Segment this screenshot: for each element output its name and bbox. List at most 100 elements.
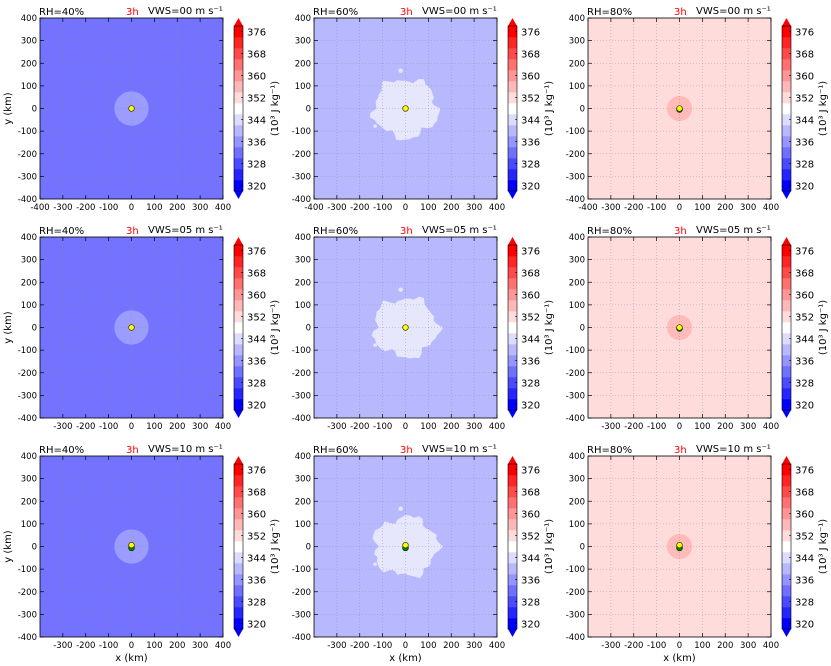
x-tick-label: -300: [327, 203, 346, 213]
x-tick-label: -300: [601, 641, 620, 651]
y-tick-label: -300: [18, 610, 37, 620]
colorbar-tick-label: 376: [247, 247, 266, 258]
colorbar-tick-label: 320: [795, 620, 814, 631]
y-tick-label: -400: [292, 414, 311, 424]
colorbar-segment: [234, 377, 243, 389]
y-tick-label: 300: [295, 37, 311, 47]
panel-rh-label: RH=40%: [39, 445, 84, 456]
colorbar-tick-label: 344: [247, 116, 266, 127]
x-tick-label: 100: [146, 203, 162, 213]
colorbar-segment: [508, 464, 517, 476]
y-axis-label: y (km): [3, 530, 14, 563]
y-tick-label: -100: [292, 346, 311, 356]
y-tick-label: 400: [295, 452, 311, 462]
panel-time-label: 3h: [126, 7, 139, 18]
y-tick-label: 300: [21, 256, 37, 266]
colorbar-tick-label: 320: [521, 401, 540, 412]
y-tick-label: -400: [18, 414, 37, 424]
y-tick-label: 400: [21, 452, 37, 462]
colorbar-segment: [782, 103, 791, 115]
y-tick-label: 200: [21, 59, 37, 69]
colorbar-tick-label: 320: [521, 182, 540, 193]
x-tick-label: 300: [466, 641, 482, 651]
panel-r1-c0: -400 -300 -200 -100 0 100 200 300 400 -300 -200 -10…: [3, 225, 281, 432]
colorbar-segment: [782, 256, 791, 268]
colorbar-segment: [234, 596, 243, 608]
y-tick-label: 200: [569, 497, 585, 507]
panel-vws-label: VWS=10 m s⁻¹: [696, 444, 771, 455]
colorbar-segment: [234, 256, 243, 268]
panel-time-label: 3h: [674, 7, 687, 18]
colorbar-segment: [508, 519, 517, 531]
panel-r1-c1: -400 -300 -200 -100 0 100 200 300 400 -300 -200 -10…: [292, 225, 555, 432]
colorbar-tick-label: 344: [521, 335, 540, 346]
colorbar-segment: [782, 311, 791, 323]
colorbar-segment: [782, 322, 791, 334]
colorbar-tick-label: 344: [247, 335, 266, 346]
colorbar-segment: [508, 59, 517, 71]
colorbar-segment: [782, 289, 791, 301]
colorbar-segment: [782, 114, 791, 126]
colorbar-segment: [782, 585, 791, 597]
colorbar-segment: [782, 596, 791, 608]
colorbar-segment: [782, 245, 791, 257]
colorbar-segment: [234, 464, 243, 476]
y-tick-label: 300: [569, 475, 585, 485]
x-tick-label: -200: [624, 422, 643, 432]
colorbar-segment: [782, 48, 791, 60]
colorbar-segment: [782, 81, 791, 93]
x-tick-label: -200: [350, 641, 369, 651]
x-tick-label: -200: [76, 203, 95, 213]
x-tick-label: 100: [694, 203, 710, 213]
core-patch: [373, 343, 377, 347]
colorbar-segment: [234, 114, 243, 126]
x-tick-label: 300: [466, 203, 482, 213]
colorbar-extend-bottom: [782, 629, 791, 637]
colorbar-segment: [234, 497, 243, 509]
x-tick-label: -300: [53, 203, 72, 213]
y-tick-label: 0: [306, 105, 311, 115]
x-tick-label: 200: [717, 641, 733, 651]
colorbar-segment: [782, 618, 791, 630]
panel-rh-label: RH=60%: [313, 226, 358, 237]
colorbar-segment: [508, 81, 517, 93]
panel-vws-label: VWS=00 m s⁻¹: [422, 6, 497, 17]
panel-vws-label: VWS=10 m s⁻¹: [422, 444, 497, 455]
colorbar-extend-top: [234, 456, 243, 464]
colorbar-frame: [507, 463, 518, 630]
colorbar-segment: [782, 464, 791, 476]
colorbar-segment: [782, 278, 791, 290]
colorbar-segment: [782, 377, 791, 389]
colorbar-tick-label: 376: [247, 28, 266, 39]
x-tick-label: 200: [717, 203, 733, 213]
colorbar: 320 328 336 344 352 360 368 376 (10³ J kg⁻¹): [233, 456, 281, 637]
y-tick-label: 0: [580, 543, 585, 553]
colorbar-tick-label: 368: [521, 50, 540, 61]
panel-rh-label: RH=60%: [313, 445, 358, 456]
colorbar-segment: [782, 486, 791, 498]
x-tick-label: 100: [146, 422, 162, 432]
colorbar-tick-label: 344: [795, 554, 814, 565]
colorbar-tick-label: 352: [795, 532, 814, 543]
y-tick-label: 300: [21, 475, 37, 485]
y-tick-label: -200: [566, 369, 585, 379]
x-tick-label: 0: [403, 641, 408, 651]
colorbar-segment: [508, 574, 517, 586]
colorbar: 320 328 336 344 352 360 368 376 (10³ J kg⁻¹): [507, 18, 555, 199]
colorbar-segment: [234, 399, 243, 411]
x-tick-label: -400: [304, 203, 323, 213]
colorbar-tick-label: 328: [247, 160, 266, 171]
colorbar-segment: [508, 37, 517, 49]
y-tick-label: -400: [18, 633, 37, 643]
colorbar-segment: [782, 59, 791, 71]
colorbar-segment: [782, 300, 791, 312]
colorbar-segment: [508, 136, 517, 148]
colorbar-tick-label: 368: [521, 488, 540, 499]
colorbar-segment: [234, 267, 243, 279]
colorbar-tick-label: 320: [247, 401, 266, 412]
x-tick-label: 300: [192, 203, 208, 213]
center-marker: [128, 324, 135, 331]
colorbar-segment: [508, 289, 517, 301]
y-tick-label: 100: [569, 520, 585, 530]
colorbar-tick-label: 320: [247, 182, 266, 193]
